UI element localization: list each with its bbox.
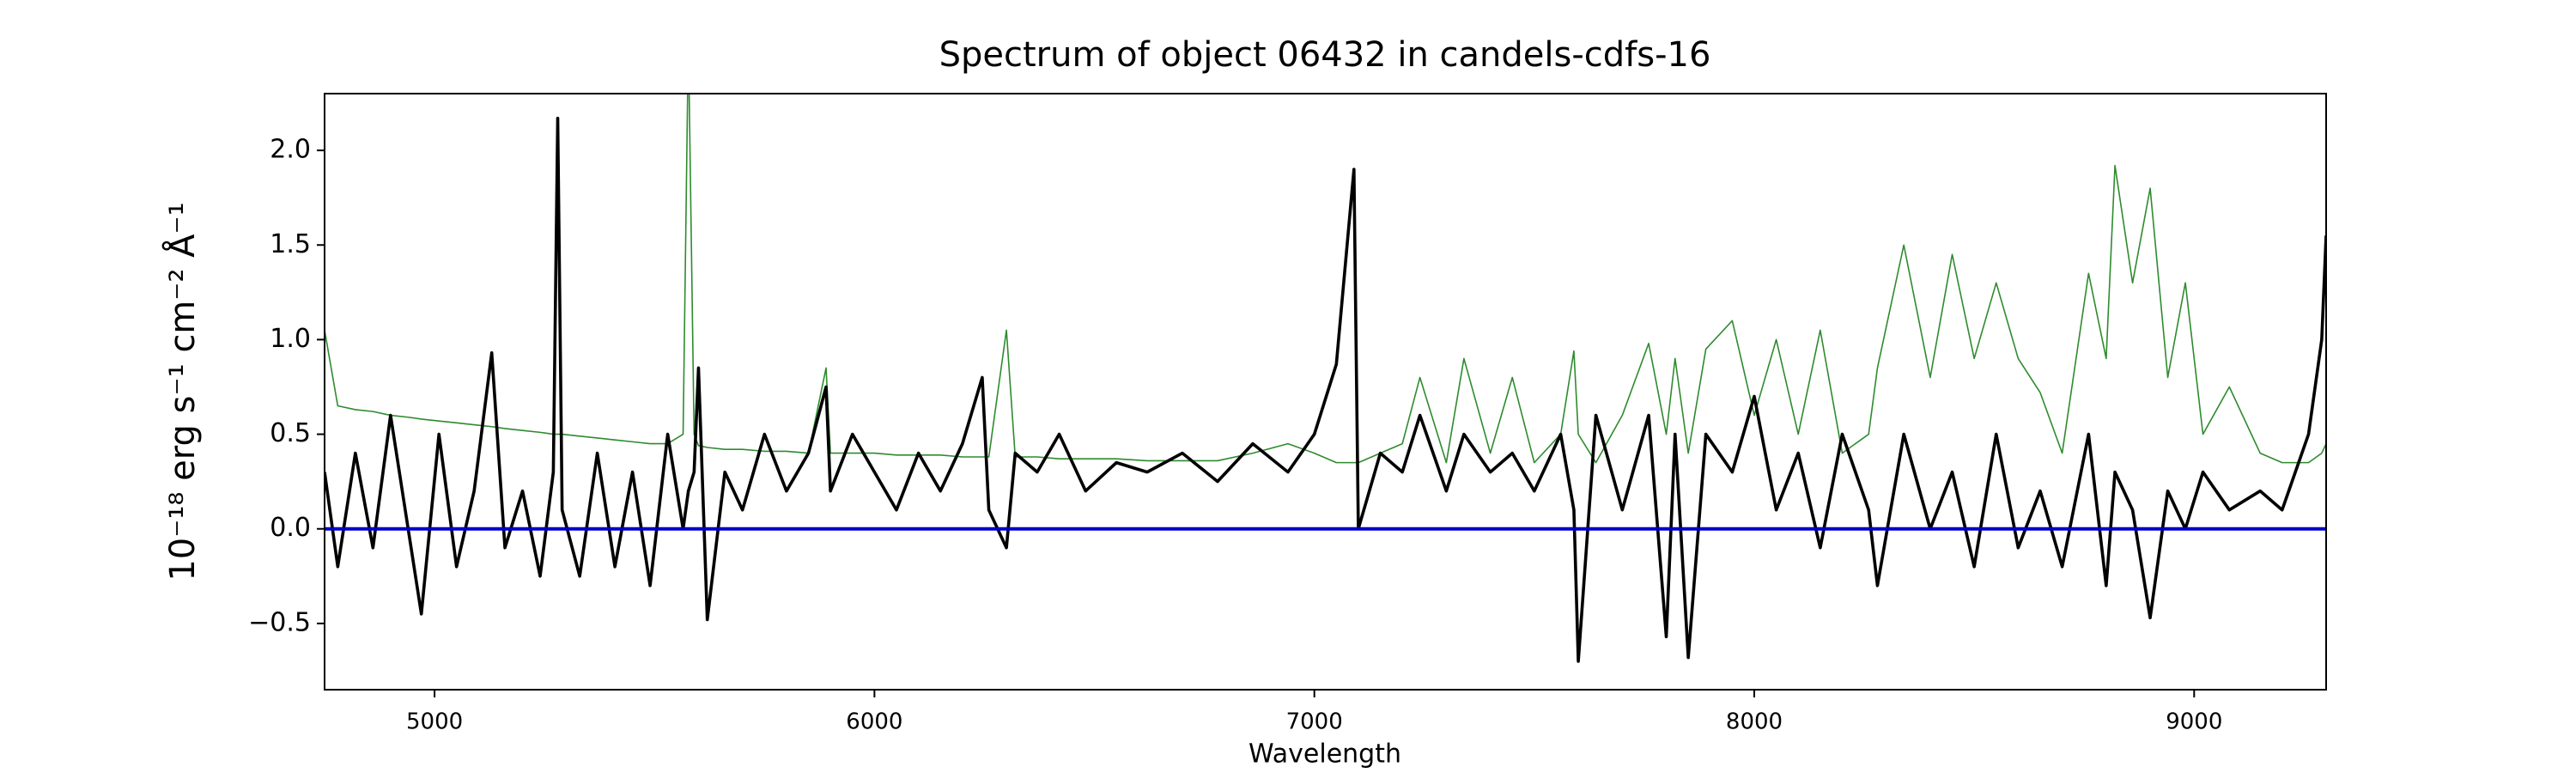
x-tick-label: 5000 xyxy=(406,709,463,735)
y-tick-label: 2.0 xyxy=(270,135,311,165)
x-tick-label: 7000 xyxy=(1286,709,1343,735)
x-axis-label: Wavelength xyxy=(1249,740,1401,770)
chart-title: Spectrum of object 06432 in candels-cdfs… xyxy=(939,35,1711,75)
spectrum-line xyxy=(325,94,2326,464)
y-tick-label: 0.0 xyxy=(270,513,311,543)
plot-area xyxy=(325,94,2326,663)
y-tick-label: −0.5 xyxy=(248,607,311,637)
x-tick-label: 8000 xyxy=(1726,709,1783,735)
spectrum-line xyxy=(325,116,2326,663)
y-tick-label: 0.5 xyxy=(270,418,311,448)
axes-frame xyxy=(324,93,2327,691)
y-tick-label: 1.5 xyxy=(270,229,311,259)
x-tick-label: 9000 xyxy=(2166,709,2222,735)
x-tick-label: 6000 xyxy=(846,709,902,735)
y-axis-label: 10⁻¹⁸ erg s⁻¹ cm⁻² Å⁻¹ xyxy=(161,202,203,581)
y-tick-label: 1.0 xyxy=(270,324,311,354)
